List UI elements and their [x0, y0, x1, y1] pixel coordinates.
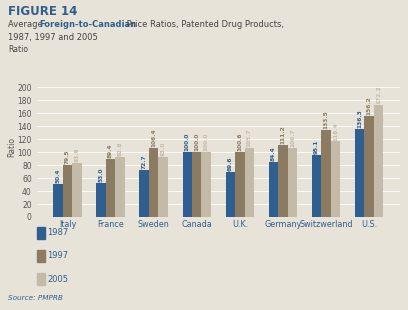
Text: 53.0: 53.0	[99, 167, 104, 182]
Text: Ratio: Ratio	[8, 45, 28, 54]
Bar	[278, 145, 288, 217]
Bar	[244, 148, 254, 217]
Bar	[312, 155, 321, 217]
Text: 100.0: 100.0	[194, 133, 199, 151]
Text: 1987, 1997 and 2005: 1987, 1997 and 2005	[8, 33, 98, 42]
Text: 2005: 2005	[47, 274, 68, 284]
Bar	[63, 166, 72, 217]
Text: 172.2: 172.2	[376, 86, 381, 104]
Bar	[53, 184, 63, 217]
Text: 50.4: 50.4	[55, 169, 60, 183]
Text: Price Ratios, Patented Drug Products,: Price Ratios, Patented Drug Products,	[124, 20, 284, 29]
Bar	[149, 148, 158, 217]
Bar	[182, 152, 192, 217]
Bar	[226, 172, 235, 217]
Text: 79.5: 79.5	[65, 150, 70, 164]
Text: 100.0: 100.0	[185, 133, 190, 151]
Text: 116.4: 116.4	[333, 122, 338, 140]
Text: 111.2: 111.2	[280, 125, 286, 144]
Bar	[106, 159, 115, 217]
Bar	[202, 152, 211, 217]
Bar	[288, 148, 297, 217]
Bar	[192, 152, 202, 217]
Text: 93.0: 93.0	[161, 141, 166, 156]
Text: 84.4: 84.4	[271, 147, 276, 161]
Text: 106.7: 106.7	[290, 128, 295, 147]
Text: FIGURE 14: FIGURE 14	[8, 5, 78, 18]
Bar	[158, 157, 168, 217]
Bar	[115, 157, 125, 217]
Text: Average: Average	[8, 20, 46, 29]
Bar	[72, 162, 82, 217]
Bar	[331, 141, 340, 217]
Bar	[355, 129, 364, 217]
Text: Foreign-to-Canadian: Foreign-to-Canadian	[39, 20, 136, 29]
Text: 100.0: 100.0	[204, 133, 209, 151]
Y-axis label: Ratio: Ratio	[7, 137, 16, 157]
Bar	[235, 152, 244, 217]
Text: 156.2: 156.2	[367, 96, 372, 115]
Text: 1997: 1997	[47, 251, 68, 260]
Bar	[364, 116, 374, 217]
Text: 69.6: 69.6	[228, 156, 233, 171]
Bar	[140, 170, 149, 217]
Text: 133.5: 133.5	[324, 111, 328, 129]
Text: Source: PMPRB: Source: PMPRB	[8, 295, 63, 301]
Text: 92.8: 92.8	[118, 141, 122, 156]
Bar	[269, 162, 278, 217]
Text: 106.4: 106.4	[151, 128, 156, 147]
Text: 105.7: 105.7	[247, 129, 252, 148]
Text: 83.9: 83.9	[74, 147, 80, 162]
Text: 72.7: 72.7	[142, 154, 146, 169]
Text: 100.6: 100.6	[237, 132, 242, 151]
Bar	[374, 105, 384, 217]
Text: 136.3: 136.3	[357, 109, 362, 128]
Text: 95.1: 95.1	[314, 140, 319, 154]
Text: 1987: 1987	[47, 228, 68, 237]
Bar	[96, 183, 106, 217]
Text: 89.4: 89.4	[108, 144, 113, 158]
Bar	[321, 131, 331, 217]
